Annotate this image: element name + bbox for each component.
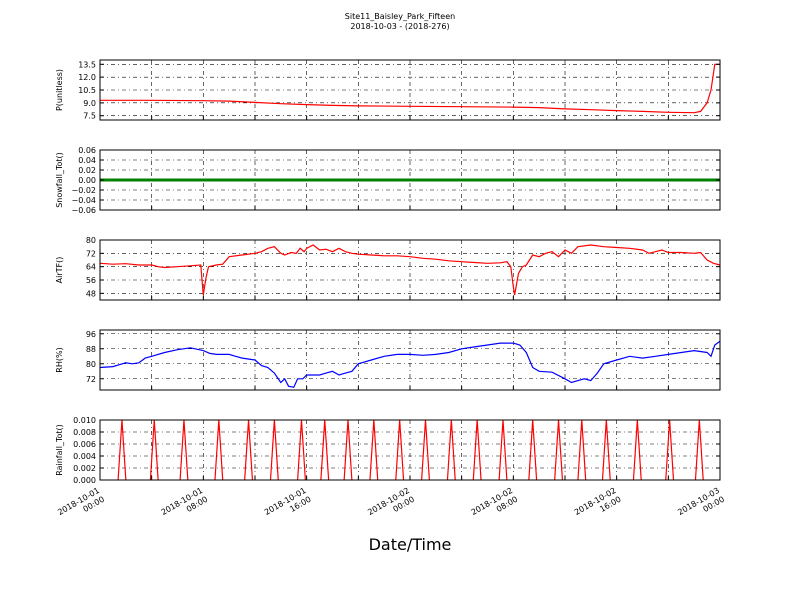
rainfall-spike-21 xyxy=(694,419,704,481)
rainfall-spike-20 xyxy=(665,419,675,481)
rh-ytick-label-1: 80 xyxy=(86,360,96,369)
airtemp-ytick-label-4: 80 xyxy=(86,236,96,245)
pressure-ylabel: P(unitless) xyxy=(55,69,64,111)
rainfall-spike-10 xyxy=(395,419,405,481)
airtemp-ytick-label-1: 56 xyxy=(86,276,96,285)
pressure-panel: 7.5 9.0 10.5 12.0 13.5 P(unitless) xyxy=(55,59,721,121)
rainfall-spike-6 xyxy=(297,419,306,481)
rainfall-spike-4 xyxy=(244,419,254,481)
snowfall-ytick-label-0: −0.06 xyxy=(71,206,96,215)
x-tick-labels: 2018-10-0100:00 2018-10-0108:00 2018-10-01… xyxy=(56,486,726,526)
rainfall-spike-7 xyxy=(320,419,330,481)
rainfall-ytick-label-2: 0.004 xyxy=(73,452,96,461)
rh-series-line xyxy=(99,340,721,388)
airtemp-series-line xyxy=(99,244,721,296)
rh-panel: 72 80 88 96 RH(%) xyxy=(55,329,721,391)
rh-ytick-label-0: 72 xyxy=(86,375,96,384)
rainfall-spike-12 xyxy=(446,419,456,481)
rainfall-spike-13 xyxy=(472,419,482,481)
rainfall-spike-16 xyxy=(554,419,564,481)
snowfall-panel: −0.06−0.04−0.020.000.020.040.06 Snowfall_… xyxy=(55,146,721,215)
rainfall-spike-11 xyxy=(421,419,430,481)
figure-title-line1: Site11_Baisley_Park_Fifteen xyxy=(345,12,455,21)
rh-ytick-label-3: 96 xyxy=(86,330,96,339)
rainfall-spike-15 xyxy=(528,419,538,481)
x-tick-label-6: 2018-10-0300:00 xyxy=(676,486,726,526)
snowfall-ytick-label-3: 0.00 xyxy=(78,176,96,185)
rainfall-spike-2 xyxy=(179,419,189,481)
snowfall-ytick-label-5: 0.04 xyxy=(78,156,96,165)
rainfall-panel: 0.000 0.002 0.004 0.006 0.008 0.010 Rainfall_T… xyxy=(55,416,721,485)
pressure-ytick-label-3: 12.0 xyxy=(78,73,96,82)
x-tick-label-0: 2018-10-0100:00 xyxy=(56,486,106,526)
rainfall-ytick-label-3: 0.006 xyxy=(73,440,96,449)
snowfall-ytick-label-6: 0.06 xyxy=(78,146,96,155)
snowfall-ytick-label-1: −0.04 xyxy=(71,196,96,205)
x-axis-label: Date/Time xyxy=(369,535,452,554)
rainfall-spike-5 xyxy=(269,419,279,481)
airtemp-ytick-label-2: 64 xyxy=(86,263,96,272)
rainfall-spike-17 xyxy=(577,419,587,481)
x-tick-label-3: 2018-10-0200:00 xyxy=(366,486,416,526)
rainfall-spike-19 xyxy=(632,419,642,481)
x-tick-label-1: 2018-10-0108:00 xyxy=(160,486,210,526)
rainfall-ytick-label-0: 0.000 xyxy=(73,476,96,485)
airtemp-panel: 48 56 64 72 80 AirTF() xyxy=(55,236,721,301)
snowfall-ylabel: Snowfall_Tot() xyxy=(55,152,64,208)
x-tick-label-4: 2018-10-0208:00 xyxy=(470,486,520,526)
rainfall-ylabel: Rainfall_Tot() xyxy=(55,424,64,476)
airtemp-ylabel: AirTF() xyxy=(55,257,64,284)
figure-title-line2: 2018-10-03 - (2018-276) xyxy=(350,22,449,31)
snowfall-ytick-label-4: 0.02 xyxy=(78,166,96,175)
airtemp-ytick-label-0: 48 xyxy=(86,289,96,298)
rainfall-spike-18 xyxy=(601,419,611,481)
rainfall-ytick-label-1: 0.002 xyxy=(73,464,96,473)
airtemp-ytick-label-3: 72 xyxy=(86,249,96,258)
rh-ytick-label-2: 88 xyxy=(86,345,96,354)
rainfall-spike-14 xyxy=(498,419,508,481)
rainfall-spike-0 xyxy=(117,419,127,481)
rainfall-ytick-label-4: 0.008 xyxy=(73,428,96,437)
x-tick-label-5: 2018-10-0216:00 xyxy=(573,486,623,526)
rainfall-spike-9 xyxy=(369,419,379,481)
snowfall-ytick-label-2: −0.02 xyxy=(71,186,96,195)
x-tick-label-2: 2018-10-0116:00 xyxy=(263,486,313,526)
pressure-ytick-label-4: 13.5 xyxy=(78,60,96,69)
pressure-ytick-label-0: 7.5 xyxy=(83,112,96,121)
pressure-series-line xyxy=(100,63,720,114)
rh-ylabel: RH(%) xyxy=(55,347,64,372)
rainfall-spike-3 xyxy=(214,419,224,481)
rainfall-spike-8 xyxy=(343,419,353,481)
pressure-ytick-label-2: 10.5 xyxy=(78,86,96,95)
rainfall-ytick-label-5: 0.010 xyxy=(73,416,96,425)
pressure-ytick-label-1: 9.0 xyxy=(83,99,96,108)
